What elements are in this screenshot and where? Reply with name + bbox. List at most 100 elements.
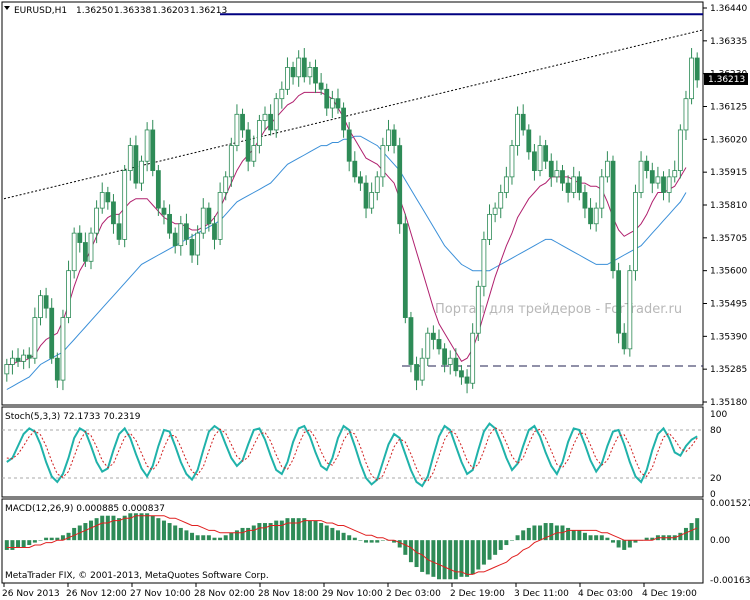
candle[interactable] [548, 153, 554, 187]
candle[interactable] [251, 135, 257, 167]
candle[interactable] [487, 204, 492, 246]
candle[interactable] [599, 169, 605, 219]
candle[interactable] [565, 175, 571, 203]
candle[interactable] [228, 137, 234, 187]
candle[interactable] [256, 114, 262, 154]
candle[interactable] [397, 137, 403, 234]
candle[interactable] [82, 232, 88, 267]
candle[interactable] [503, 166, 509, 199]
price-pane[interactable] [1, 1, 704, 406]
candle[interactable] [644, 155, 650, 179]
candle[interactable] [195, 225, 201, 266]
candle[interactable] [346, 122, 352, 172]
candle[interactable] [532, 144, 537, 181]
candle[interactable] [610, 155, 616, 279]
candle[interactable] [492, 202, 498, 223]
candle[interactable] [638, 151, 644, 199]
candle[interactable] [21, 349, 27, 370]
candle[interactable] [414, 356, 419, 391]
candle[interactable] [672, 160, 678, 183]
candle[interactable] [408, 311, 414, 373]
candle[interactable] [335, 88, 341, 114]
candle[interactable] [77, 225, 83, 253]
candle[interactable] [464, 369, 470, 394]
candle[interactable] [459, 365, 464, 385]
candle[interactable] [526, 124, 532, 160]
candle[interactable] [212, 215, 217, 250]
candle[interactable] [200, 198, 206, 239]
candle[interactable] [329, 90, 335, 119]
candle[interactable] [273, 93, 279, 138]
candle[interactable] [649, 162, 655, 194]
candle[interactable] [554, 160, 560, 183]
candle[interactable] [363, 175, 369, 219]
candle[interactable] [161, 200, 167, 225]
candle[interactable] [621, 323, 627, 355]
candle[interactable] [99, 182, 105, 214]
candle[interactable] [582, 184, 588, 219]
candle[interactable] [341, 102, 346, 138]
candle[interactable] [470, 323, 476, 389]
candle[interactable] [677, 124, 683, 179]
candle[interactable] [425, 327, 431, 367]
macd-pane[interactable] [1, 498, 704, 584]
candle[interactable] [576, 171, 582, 201]
candle[interactable] [386, 119, 391, 152]
candle[interactable] [268, 104, 274, 136]
candle[interactable] [94, 200, 100, 244]
candle[interactable] [262, 106, 268, 131]
candle[interactable] [10, 350, 15, 375]
candle[interactable] [206, 202, 212, 232]
candle[interactable] [217, 182, 223, 246]
candle[interactable] [15, 348, 21, 367]
candle[interactable] [155, 164, 161, 216]
candle[interactable] [38, 290, 43, 326]
candle[interactable] [402, 213, 408, 324]
candle[interactable] [689, 48, 694, 105]
candle[interactable] [661, 171, 666, 201]
candle[interactable] [32, 307, 38, 364]
candle[interactable] [285, 57, 290, 95]
candle[interactable] [391, 124, 397, 154]
candle[interactable] [223, 171, 229, 201]
candle[interactable] [279, 81, 285, 109]
candle[interactable] [543, 139, 549, 170]
candle[interactable] [447, 350, 453, 375]
candle[interactable] [498, 184, 504, 219]
candle[interactable] [184, 213, 189, 246]
candle[interactable] [318, 73, 324, 95]
candle[interactable] [593, 202, 599, 232]
candle[interactable] [588, 198, 593, 230]
candle[interactable] [475, 280, 481, 342]
candle[interactable] [49, 298, 55, 364]
candle[interactable] [43, 287, 49, 319]
candle[interactable] [358, 171, 363, 191]
candle[interactable] [4, 358, 10, 382]
candle[interactable] [324, 83, 330, 116]
candle[interactable] [313, 59, 318, 94]
candle[interactable] [26, 347, 32, 369]
candle[interactable] [666, 169, 672, 203]
candle[interactable] [352, 151, 358, 183]
candle[interactable] [571, 166, 577, 199]
candle[interactable] [66, 260, 71, 324]
candle[interactable] [481, 231, 487, 297]
candle[interactable] [296, 50, 302, 87]
candle[interactable] [88, 227, 94, 270]
candle[interactable] [369, 182, 375, 214]
collapse-triangle-icon[interactable] [4, 6, 10, 10]
candle[interactable] [419, 348, 425, 386]
candle[interactable] [127, 137, 133, 181]
candle[interactable] [71, 227, 77, 279]
candle[interactable] [245, 122, 251, 172]
candle[interactable] [307, 61, 313, 85]
candle[interactable] [234, 104, 240, 152]
candle[interactable] [515, 106, 520, 156]
candle[interactable] [144, 122, 150, 172]
candle[interactable] [537, 135, 543, 177]
candle[interactable] [290, 61, 296, 85]
candle[interactable] [54, 352, 60, 388]
candle[interactable] [240, 108, 245, 138]
candle[interactable] [374, 171, 380, 201]
candle[interactable] [133, 135, 139, 189]
